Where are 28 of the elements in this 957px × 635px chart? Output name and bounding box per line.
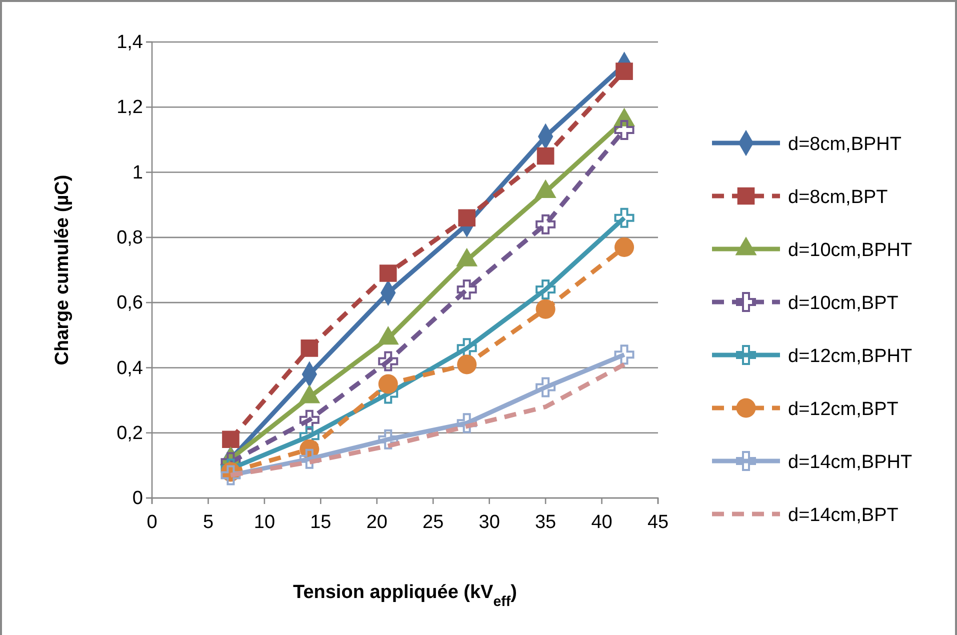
y-tick-label: 1,4 xyxy=(116,32,144,54)
y-tick-label: 0,2 xyxy=(116,422,143,444)
x-tick-label: 5 xyxy=(202,512,214,533)
y-tick-label: 0,4 xyxy=(116,358,144,379)
y-axis-title: Charge cumulée (µC) xyxy=(52,174,73,366)
legend-label: d=10cm,BPHT xyxy=(788,240,912,261)
legend-label: d=12cm,BPT xyxy=(788,399,899,420)
legend-label: d=8cm,BPHT xyxy=(788,134,902,155)
x-axis-title: Tension appliquée (kV$_{eff}$) xyxy=(293,582,517,610)
legend-label: d=14cm,BPHT xyxy=(788,452,912,473)
y-tick-label: 0,8 xyxy=(116,228,143,249)
x-tick-label: 20 xyxy=(366,512,388,533)
x-tick-label: 0 xyxy=(146,512,158,533)
y-tick-label: 1,2 xyxy=(116,97,143,118)
legend-label: d=10cm,BPT xyxy=(788,293,899,314)
x-tick-label: 30 xyxy=(478,512,500,533)
x-tick-label: 15 xyxy=(310,512,332,533)
x-tick-label: 45 xyxy=(647,512,669,533)
x-tick-label: 35 xyxy=(534,512,556,533)
y-tick-label: 0 xyxy=(132,488,143,510)
legend-label: d=14cm,BPT xyxy=(788,505,899,526)
legend-label: d=12cm,BPHT xyxy=(788,346,912,367)
y-tick-label: 0,6 xyxy=(116,292,143,314)
x-tick-label: 40 xyxy=(591,512,612,533)
y-tick-label: 1 xyxy=(132,162,143,184)
legend-label: d=8cm,BPT xyxy=(788,187,888,208)
x-tick-label: 10 xyxy=(254,512,276,533)
x-tick-label: 25 xyxy=(422,512,444,533)
